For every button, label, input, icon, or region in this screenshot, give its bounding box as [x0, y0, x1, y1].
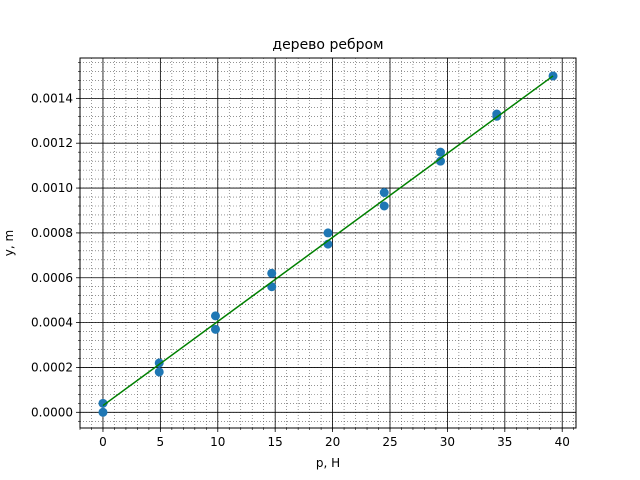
x-tick-label: 20	[325, 435, 340, 449]
data-point	[210, 324, 220, 334]
y-tick-label: 0.0014	[31, 91, 73, 105]
data-point	[436, 156, 446, 166]
x-tick-label: 0	[99, 435, 107, 449]
x-tick-label: 40	[555, 435, 570, 449]
ticks: 0 5 10 15 20 25 30 35 40 0.0000 0.0002 0.0004 0.0006…	[31, 62, 575, 449]
x-tick-label: 25	[382, 435, 397, 449]
y-tick-label: 0.0000	[31, 405, 73, 419]
x-tick-label: 10	[210, 435, 225, 449]
x-tick-label: 35	[497, 435, 512, 449]
data-point	[379, 201, 389, 211]
data-point	[436, 147, 446, 157]
y-tick-label: 0.0008	[31, 226, 73, 240]
major-grid	[80, 58, 576, 428]
y-tick-label: 0.0010	[31, 181, 73, 195]
data-point	[379, 188, 389, 198]
y-tick-label: 0.0006	[31, 271, 73, 285]
x-tick-label: 15	[268, 435, 283, 449]
y-tick-label: 0.0012	[31, 136, 73, 150]
y-tick-label: 0.0004	[31, 316, 73, 330]
data-point	[154, 367, 164, 377]
y-tick-label: 0.0002	[31, 360, 73, 374]
x-tick-label: 30	[440, 435, 455, 449]
fit-line	[102, 75, 554, 407]
series-layer	[98, 71, 558, 417]
axes-frame	[79, 57, 577, 429]
y-axis-label: y, m	[2, 230, 16, 256]
data-point	[98, 398, 108, 408]
x-axis-label: p, Н	[316, 456, 340, 470]
data-point	[210, 311, 220, 321]
x-tick-label: 5	[157, 435, 165, 449]
data-point	[323, 228, 333, 238]
data-point	[267, 268, 277, 278]
chart-title: дерево ребром	[272, 37, 383, 53]
plot-area: 0 5 10 15 20 25 30 35 40 0.0000 0.0002 0.0004 0.0006…	[31, 57, 577, 449]
data-point	[98, 407, 108, 417]
